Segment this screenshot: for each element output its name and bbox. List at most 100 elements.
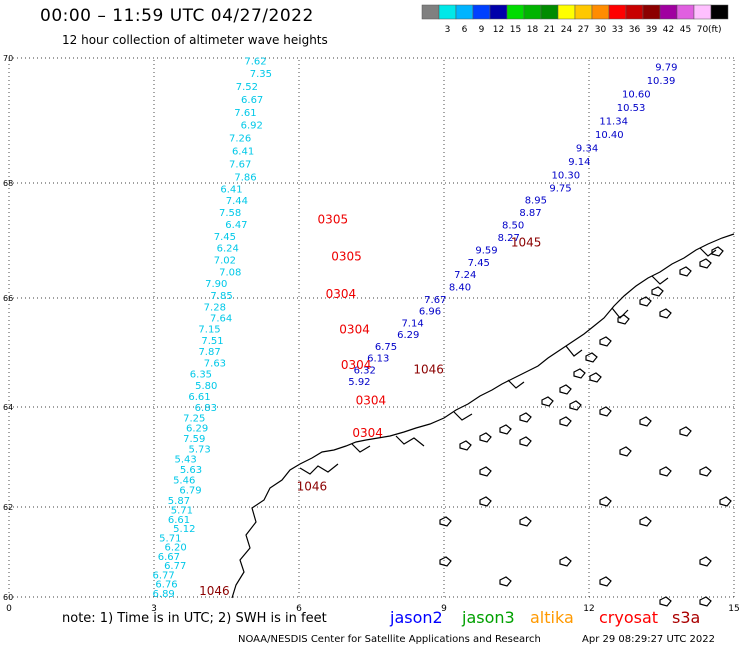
track-label-cyan: 7.63 xyxy=(204,358,226,369)
legend-swatch xyxy=(523,4,542,20)
track-label-cyan: 7.08 xyxy=(219,267,241,278)
track-label-cyan: 5.71 xyxy=(171,505,193,516)
track-label-blue: 6.13 xyxy=(367,354,389,365)
legend-label: 30 xyxy=(595,25,607,35)
lat-lon-grid xyxy=(8,57,735,598)
track-label-cyan: 7.90 xyxy=(205,279,227,290)
legend-swatch xyxy=(710,4,729,20)
track-label-cyan: 7.58 xyxy=(219,208,241,219)
legend-swatch xyxy=(693,4,712,20)
track-label-cyan: 7.25 xyxy=(183,413,205,424)
track-label-cyan: 7.59 xyxy=(183,434,205,445)
track-label-blue: 6.96 xyxy=(419,307,441,318)
track-label-cyan: 7.87 xyxy=(198,347,220,358)
track-label-blue: 10.30 xyxy=(551,171,580,182)
track-label-darkred: 1046 xyxy=(297,479,328,493)
legend-swatch xyxy=(591,4,610,20)
legend-swatch xyxy=(455,4,474,20)
track-label-cyan: 7.51 xyxy=(201,336,223,347)
track-label-blue: 10.40 xyxy=(595,130,624,141)
track-label-blue: 9.14 xyxy=(568,157,590,168)
track-label-blue: 7.14 xyxy=(401,318,423,329)
legend-label: 39 xyxy=(646,25,658,35)
track-label-blue: 11.34 xyxy=(599,117,628,128)
track-label-blue: 8.95 xyxy=(525,196,547,207)
track-label-darkred: 1046 xyxy=(413,362,444,376)
legend-label: 27 xyxy=(578,25,589,35)
track-label-blue: 8.50 xyxy=(502,221,524,232)
track-label-blue: 10.53 xyxy=(617,103,646,114)
legend-label: 33 xyxy=(612,25,623,35)
track-label-cyan: 5.87 xyxy=(168,496,190,507)
legend-swatch xyxy=(608,4,627,20)
track-label-cyan: 6.67 xyxy=(241,95,263,106)
track-label-blue: 6.32 xyxy=(354,365,376,376)
y-tick-label: 66 xyxy=(3,294,13,303)
chart-subtitle: 12 hour collection of altimeter wave hei… xyxy=(62,33,328,47)
track-label-cyan: 7.02 xyxy=(214,256,236,267)
track-label-blue: 10.39 xyxy=(647,76,676,87)
y-tick-label: 70 xyxy=(3,54,13,63)
track-label-cyan: 7.64 xyxy=(210,314,232,325)
legend-label: 18 xyxy=(527,25,539,35)
legend-label: 70 xyxy=(697,25,709,35)
track-label-cyan: 5.12 xyxy=(173,524,195,535)
track-label-cyan: 6.76 xyxy=(155,580,177,591)
satellite-label-s3a: s3a xyxy=(672,608,701,627)
satellite-label-jason2: jason2 xyxy=(390,608,443,627)
x-tick-label: 12 xyxy=(583,604,594,614)
track-label-cyan: 7.28 xyxy=(204,302,226,313)
legend-label: 45 xyxy=(680,25,691,35)
legend-swatch xyxy=(472,4,491,20)
generated-timestamp: Apr 29 08:29:27 UTC 2022 xyxy=(582,634,715,645)
track-label-red: 0304 xyxy=(339,322,370,336)
track-label-cyan: 5.43 xyxy=(174,455,196,466)
track-label-blue: 9.59 xyxy=(475,245,497,256)
track-label-cyan: 7.62 xyxy=(244,56,266,67)
track-label-cyan: 5.71 xyxy=(159,533,181,544)
track-label-cyan: 6.41 xyxy=(232,146,254,157)
track-label-darkred: 1045 xyxy=(511,235,542,249)
track-label-blue: 9.79 xyxy=(655,63,677,74)
track-label-blue: 9.75 xyxy=(549,183,571,194)
track-label-cyan: 6.29 xyxy=(186,424,208,435)
legend-label: 24 xyxy=(561,25,573,35)
footer-note: note: 1) Time is in UTC; 2) SWH is in fe… xyxy=(62,611,327,626)
legend-swatch xyxy=(676,4,695,20)
track-label-cyan: 7.86 xyxy=(234,172,256,183)
track-label-cyan: 6.77 xyxy=(152,570,174,581)
track-label-cyan: 7.45 xyxy=(214,232,236,243)
track-label-cyan: 7.35 xyxy=(250,69,272,80)
coastline xyxy=(231,233,735,607)
track-label-blue: 6.75 xyxy=(375,342,397,353)
track-label-red: 0304 xyxy=(352,426,383,440)
legend-label: 15 xyxy=(510,25,521,35)
track-label-cyan: 6.61 xyxy=(168,515,190,526)
track-label-red: 0304 xyxy=(341,358,372,372)
track-label-cyan: 7.26 xyxy=(229,134,251,145)
track-label-blue: 8.40 xyxy=(449,283,471,294)
legend-swatch xyxy=(421,4,440,20)
track-label-cyan: 7.85 xyxy=(210,291,232,302)
track-label-cyan: 6.35 xyxy=(190,370,212,381)
legend-swatch xyxy=(625,4,644,20)
satellite-label-altika: altika xyxy=(530,608,574,627)
satellite-tracks: 7.627.357.526.677.616.927.266.417.677.86… xyxy=(152,56,677,600)
track-label-cyan: 6.83 xyxy=(195,403,217,414)
track-label-blue: 9.34 xyxy=(576,144,598,155)
track-label-blue: 5.92 xyxy=(348,377,370,388)
y-tick-label: 62 xyxy=(3,503,13,512)
track-label-cyan: 6.61 xyxy=(188,392,210,403)
track-label-cyan: 7.61 xyxy=(234,108,256,119)
legend-swatch xyxy=(438,4,457,20)
track-label-blue: 7.24 xyxy=(454,270,476,281)
track-label-cyan: 6.47 xyxy=(225,220,247,231)
track-label-cyan: 5.63 xyxy=(180,465,202,476)
satellite-label-jason3: jason3 xyxy=(462,608,515,627)
track-label-cyan: 5.46 xyxy=(173,475,195,486)
x-tick-label: 3 xyxy=(151,604,157,614)
track-label-red: 0304 xyxy=(326,287,357,301)
legend-label: 42 xyxy=(663,25,674,35)
satellite-label-cryosat: cryosat xyxy=(599,608,659,627)
